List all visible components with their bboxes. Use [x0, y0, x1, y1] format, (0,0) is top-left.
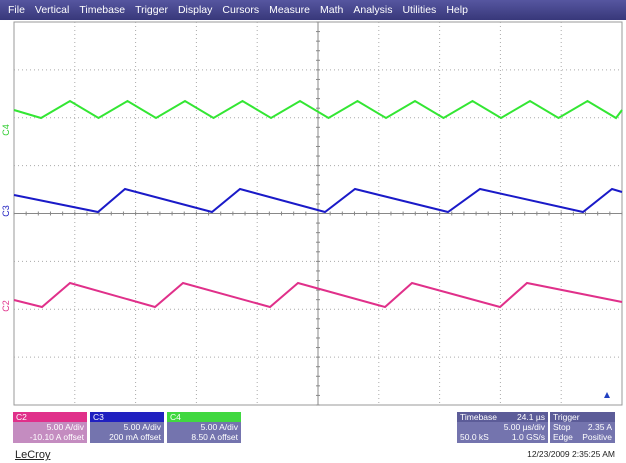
trace-label: C3 [1, 205, 11, 217]
channel-box[interactable]: C2 5.00 A/div -10.10 A offset [13, 412, 87, 443]
menu-item[interactable]: Cursors [222, 4, 260, 16]
menu-item[interactable]: File [8, 4, 25, 16]
channel-name: C2 [13, 412, 87, 422]
channel-offset: -10.10 A offset [29, 432, 84, 442]
menu-item[interactable]: Vertical [34, 4, 70, 16]
trigger-type: Edge [553, 432, 573, 442]
waveform [13, 99, 623, 120]
waveforms [13, 99, 623, 309]
timestamp: 12/23/2009 2:35:25 AM [527, 449, 615, 459]
menu-item[interactable]: Utilities [402, 4, 437, 16]
menu-item[interactable]: Display [177, 4, 213, 16]
brand: LeCroy [15, 449, 51, 461]
channel-offset: 8.50 A offset [191, 432, 238, 442]
trigger-box[interactable]: Trigger Stop 2.35 A Edge Positive [550, 412, 615, 443]
channel-name: C4 [167, 412, 241, 422]
trigger-level: 2.35 A [587, 422, 612, 432]
timebase-delay: 24.1 µs [516, 412, 545, 422]
menu-item[interactable]: Analysis [353, 4, 393, 16]
menu-item[interactable]: Timebase [79, 4, 126, 16]
channel-scale: 5.00 A/div [200, 422, 238, 432]
timebase-rate: 1.0 GS/s [511, 432, 545, 442]
trace-label: C4 [1, 124, 11, 136]
menu-item[interactable]: Measure [269, 4, 311, 16]
scope-display: C4 C3 C2 [1, 21, 623, 406]
menu-item[interactable]: Math [320, 4, 344, 16]
timebase-box[interactable]: Timebase 24.1 µs 5.00 µs/div 50.0 kS 1.0 G… [457, 412, 548, 443]
channel-box[interactable]: C4 5.00 A/div 8.50 A offset [167, 412, 241, 443]
channel-scale: 5.00 A/div [123, 422, 161, 432]
menu-bar: File Vertical Timebase Trigger Display Cursor… [0, 0, 626, 20]
channel-name: C3 [90, 412, 164, 422]
channel-box[interactable]: C3 5.00 A/div 200 mA offset [90, 412, 164, 443]
channel-scale: 5.00 A/div [46, 422, 84, 432]
timebase-scale: 5.00 µs/div [503, 422, 545, 432]
trace-label: C2 [1, 300, 11, 312]
waveform [13, 281, 623, 309]
trigger-mode: Stop [553, 422, 571, 432]
timebase-title: Timebase [460, 412, 498, 422]
channel-offset: 200 mA offset [109, 432, 161, 442]
timebase-samples: 50.0 kS [460, 432, 489, 442]
menu-item[interactable]: Help [446, 4, 468, 16]
graticule [13, 21, 623, 406]
waveform [13, 187, 623, 214]
trigger-marker [604, 392, 610, 398]
menu-item[interactable]: Trigger [135, 4, 168, 16]
trigger-title: Trigger [553, 412, 580, 422]
trigger-slope: Positive [582, 432, 612, 442]
